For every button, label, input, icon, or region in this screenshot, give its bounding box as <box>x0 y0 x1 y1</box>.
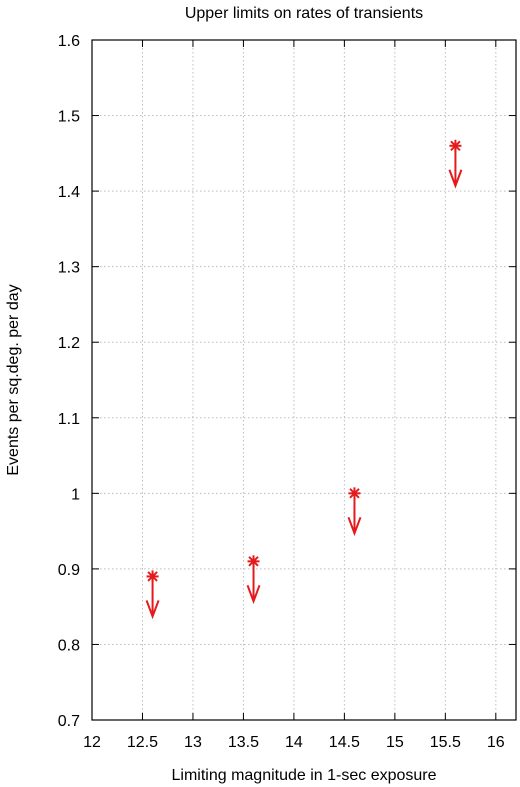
y-tick-label: 1.4 <box>58 184 80 201</box>
data-point <box>145 570 160 620</box>
data-point <box>347 487 362 537</box>
x-axis: 12 12.5 13 13.5 14 14.5 15 15.5 16 <box>83 40 505 751</box>
grid <box>92 40 516 720</box>
x-axis-label: Limiting magnitude in 1-sec exposure <box>171 767 436 784</box>
x-tick-label: 16 <box>487 734 505 751</box>
x-tick-label: 13 <box>184 734 202 751</box>
x-tick-label: 12 <box>83 734 101 751</box>
y-tick-label: 0.9 <box>58 562 80 579</box>
y-axis: 0.7 0.8 0.9 1 1.1 1.2 1.3 1.4 1.5 1.6 <box>58 33 516 730</box>
x-tick-label: 13.5 <box>228 734 259 751</box>
y-tick-label: 1.2 <box>58 335 80 352</box>
data-point <box>246 555 261 605</box>
y-tick-label: 0.7 <box>58 713 80 730</box>
y-axis-label: Events per sq.deg. per day <box>5 284 22 475</box>
x-tick-label: 15 <box>386 734 404 751</box>
chart-title: Upper limits on rates of transients <box>185 5 423 22</box>
y-tick-label: 1.1 <box>58 411 80 428</box>
data-points <box>145 139 463 620</box>
y-tick-label: 1 <box>71 486 80 503</box>
x-tick-label: 14 <box>285 734 303 751</box>
y-tick-label: 0.8 <box>58 637 80 654</box>
x-tick-label: 14.5 <box>329 734 360 751</box>
plot-frame <box>91 39 517 721</box>
y-tick-label: 1.5 <box>58 109 80 126</box>
y-tick-label: 1.3 <box>58 260 80 277</box>
data-point <box>448 139 463 189</box>
x-tick-label: 15.5 <box>430 734 461 751</box>
x-tick-label: 12.5 <box>127 734 158 751</box>
y-tick-label: 1.6 <box>58 33 80 50</box>
